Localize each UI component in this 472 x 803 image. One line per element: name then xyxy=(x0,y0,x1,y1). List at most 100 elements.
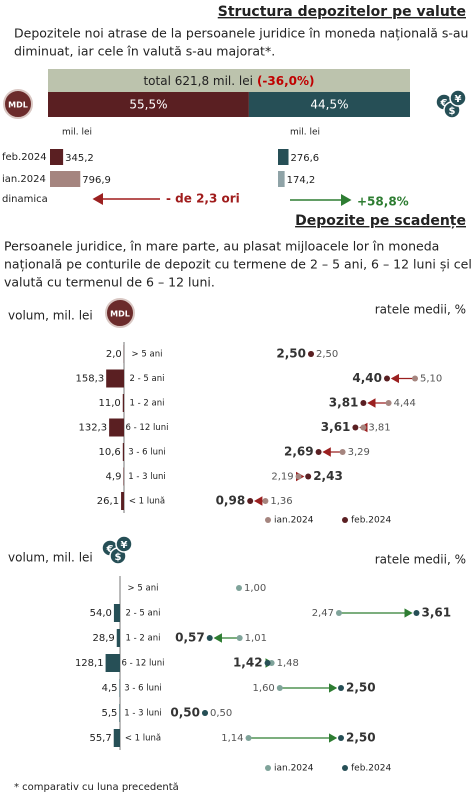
rate-label: 3,61 xyxy=(421,606,451,620)
category-label: 3 - 6 luni xyxy=(128,448,166,458)
mdl-icon-label: MDL xyxy=(110,310,130,319)
rate-label: 3,29 xyxy=(348,447,370,458)
legend-label: feb.2024 xyxy=(351,764,391,774)
volume-bar xyxy=(105,654,120,672)
rate-label: 1,14 xyxy=(221,733,243,744)
fx-icon-symbol: € xyxy=(106,544,114,555)
fx-icon-symbol: ¥ xyxy=(121,540,128,551)
legend-label: feb.2024 xyxy=(351,516,391,526)
value-label: 345,2 xyxy=(65,153,94,164)
rate-label: 5,10 xyxy=(420,374,442,385)
volume-value: 128,1 xyxy=(75,658,104,669)
total-change: (-36,0%) xyxy=(257,74,315,88)
category-label: 2 - 5 ani xyxy=(126,609,161,619)
mdl-icon xyxy=(105,298,135,328)
rate-label: 2,50 xyxy=(346,731,376,745)
volume-value: 54,0 xyxy=(90,608,112,619)
footnote: * comparativ cu luna precedentă xyxy=(14,782,179,793)
category-label: < 1 lună xyxy=(125,734,161,744)
rate-label: 2,43 xyxy=(313,469,343,483)
volume-label: volum, mil. lei xyxy=(8,309,93,323)
rate-dot xyxy=(315,449,322,455)
bar xyxy=(278,149,289,165)
bar xyxy=(278,171,285,187)
intro-line: națională pe conturile de depozit cu ter… xyxy=(4,257,472,272)
category-label: feb.2024 xyxy=(2,152,47,163)
category-label: 2 - 5 ani xyxy=(130,374,165,384)
rate-dot xyxy=(335,610,342,616)
bar xyxy=(50,149,64,165)
rate-dot xyxy=(338,735,344,741)
category-label: > 5 ani xyxy=(128,584,159,594)
rate-label: 0,57 xyxy=(175,631,205,645)
fx-icon-symbol: $ xyxy=(449,106,456,117)
volume-value: 28,9 xyxy=(92,633,114,644)
rate-dot xyxy=(245,735,252,741)
rate-dot xyxy=(339,449,346,455)
volume-value: 55,7 xyxy=(89,733,111,744)
mdl-icon-label: MDL xyxy=(8,101,28,110)
unit-label: mil. lei xyxy=(290,128,320,138)
unit-label: mil. lei xyxy=(62,128,92,138)
rate-label: 1,42 xyxy=(233,656,263,670)
category-label: > 5 ani xyxy=(132,350,163,360)
rate-label: 1,01 xyxy=(245,633,267,644)
rate-label: 4,44 xyxy=(394,398,416,409)
total-label: total 621,8 mil. lei (-36,0%) xyxy=(143,74,314,88)
intro-line: diminuat, iar cele în valută s-au majora… xyxy=(14,44,275,59)
volume-value: 26,1 xyxy=(97,496,119,507)
category-label: < 1 lună xyxy=(129,497,165,507)
rate-dot xyxy=(338,685,344,691)
volume-value: 2,0 xyxy=(106,349,122,360)
volume-bar xyxy=(122,394,124,412)
category-label: dinamica xyxy=(2,194,48,205)
rate-label: 3,61 xyxy=(321,420,351,434)
volume-bar xyxy=(106,369,124,388)
bar xyxy=(50,171,81,187)
rate-dot xyxy=(413,610,420,616)
volume-value: 10,6 xyxy=(99,447,121,458)
section-title: Structura depozitelor pe valute xyxy=(218,4,466,20)
rate-dot xyxy=(236,585,242,591)
rate-label: ratele medii, % xyxy=(375,303,466,317)
category-label: 1 - 3 luni xyxy=(128,472,166,482)
fx-icon xyxy=(115,535,133,553)
value-label: 174,2 xyxy=(287,175,316,186)
rate-label: 1,36 xyxy=(270,496,292,507)
rate-label: 1,60 xyxy=(253,683,275,694)
rate-label: 1,00 xyxy=(244,583,266,594)
category-label: 1 - 3 luni xyxy=(124,709,162,719)
category-label: 1 - 2 ani xyxy=(126,634,161,644)
rate-label: 3,81 xyxy=(329,396,359,410)
volume-bar xyxy=(123,467,124,486)
volume-value: 4,9 xyxy=(106,472,122,483)
volume-value: 11,0 xyxy=(98,398,120,409)
rate-label: 2,50 xyxy=(346,681,376,695)
intro-line: valută cu termenul de 6 – 12 luni. xyxy=(4,275,215,290)
volume-value: 4,5 xyxy=(102,683,118,694)
rate-label: 2,50 xyxy=(316,349,338,360)
rate-dot xyxy=(352,424,359,431)
rate-label: 2,19 xyxy=(271,472,293,483)
rate-dot xyxy=(236,635,243,641)
legend-dot xyxy=(265,517,271,523)
section-title: Depozite pe scadențe xyxy=(295,213,466,229)
legend-label: ian.2024 xyxy=(274,764,314,774)
rate-label: 0,50 xyxy=(170,706,200,720)
rate-label: 2,50 xyxy=(276,347,306,361)
volume-bar xyxy=(121,492,124,510)
value-label: 796,9 xyxy=(82,175,111,186)
rate-dot xyxy=(247,498,254,504)
rate-dot xyxy=(264,660,271,666)
rate-label: 3,81 xyxy=(368,423,390,434)
volume-label: volum, mil. lei xyxy=(8,551,93,565)
value-label: 276,6 xyxy=(291,153,320,164)
rate-dot xyxy=(295,473,302,480)
total-band xyxy=(48,69,410,92)
rate-dot xyxy=(385,400,392,406)
volume-bar xyxy=(116,629,120,647)
legend-dot xyxy=(342,765,348,771)
rate-dot xyxy=(412,375,418,382)
intro-line: Persoanele juridice, în mare parte, au p… xyxy=(4,239,439,254)
